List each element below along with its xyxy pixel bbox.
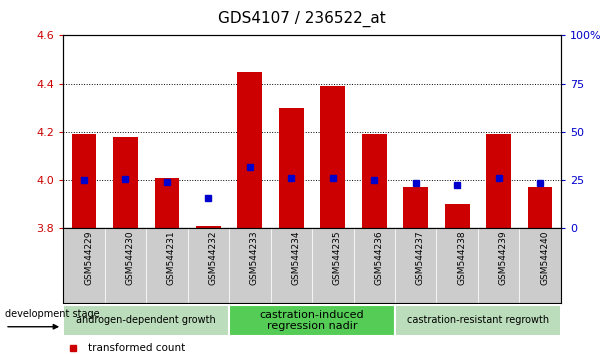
Bar [437, 228, 478, 303]
Bar [188, 228, 229, 303]
Bar [486, 134, 511, 228]
Bar [105, 228, 146, 303]
Bar [271, 228, 312, 303]
Bar [528, 187, 552, 228]
Bar [154, 178, 180, 228]
Bar [113, 137, 138, 228]
Bar [229, 228, 271, 303]
Bar [395, 305, 561, 336]
Bar [395, 228, 437, 303]
Bar [312, 228, 353, 303]
Bar [320, 86, 345, 228]
Bar [444, 204, 470, 228]
Text: GSM544231: GSM544231 [167, 230, 176, 285]
Bar [519, 228, 561, 303]
Text: GSM544229: GSM544229 [84, 230, 93, 285]
Text: GSM544232: GSM544232 [209, 230, 218, 285]
Text: androgen-dependent growth: androgen-dependent growth [77, 315, 216, 325]
Bar [229, 305, 395, 336]
Bar [196, 226, 221, 228]
Bar [279, 108, 304, 228]
Text: GSM544234: GSM544234 [291, 230, 300, 285]
Text: development stage: development stage [5, 309, 99, 319]
Text: GSM544240: GSM544240 [540, 230, 549, 285]
Text: GSM544233: GSM544233 [250, 230, 259, 285]
Text: GSM544235: GSM544235 [333, 230, 342, 285]
Bar [146, 228, 188, 303]
Text: transformed count: transformed count [88, 343, 186, 353]
Bar [63, 305, 229, 336]
Text: castration-induced
regression nadir: castration-induced regression nadir [260, 309, 364, 331]
Text: GSM544236: GSM544236 [374, 230, 384, 285]
Bar [63, 228, 105, 303]
Bar [72, 134, 96, 228]
Bar [362, 134, 387, 228]
Text: GSM544237: GSM544237 [415, 230, 425, 285]
Bar [238, 72, 262, 228]
Bar [353, 228, 395, 303]
Text: GDS4107 / 236522_at: GDS4107 / 236522_at [218, 11, 385, 27]
Text: castration-resistant regrowth: castration-resistant regrowth [407, 315, 549, 325]
Bar [403, 187, 428, 228]
Text: GSM544230: GSM544230 [125, 230, 134, 285]
Bar [478, 228, 519, 303]
Text: GSM544238: GSM544238 [457, 230, 466, 285]
Text: GSM544239: GSM544239 [499, 230, 508, 285]
